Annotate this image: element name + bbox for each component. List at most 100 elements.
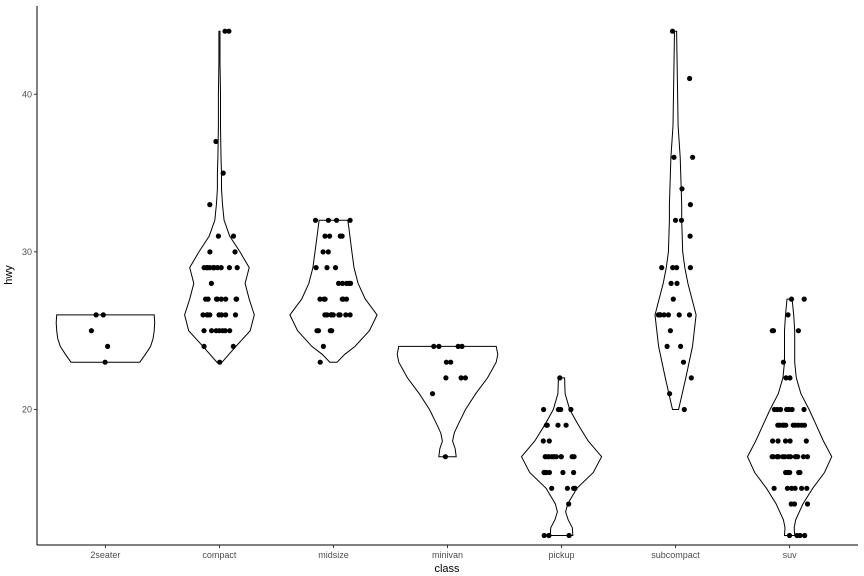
data-point-subcompact (678, 217, 685, 223)
data-point-midsize (344, 280, 350, 286)
data-point-subcompact (659, 265, 665, 271)
data-point-minivan (442, 454, 448, 460)
data-point-midsize (343, 312, 349, 318)
data-point-subcompact (679, 186, 685, 192)
data-point-suv (780, 454, 786, 460)
data-point-midsize (312, 217, 319, 223)
data-point-suv (769, 454, 775, 460)
data-point-subcompact (667, 328, 674, 334)
data-point-pickup (566, 501, 572, 507)
data-point-suv (783, 375, 789, 381)
data-point-compact (232, 312, 239, 318)
data-point-compact (201, 328, 207, 334)
data-point-minivan (443, 375, 449, 381)
data-point-midsize (324, 265, 330, 271)
data-point-minivan (436, 343, 442, 349)
data-point-midsize (347, 312, 353, 318)
data-point-pickup (545, 454, 551, 460)
data-point-subcompact (674, 265, 680, 271)
data-point-midsize (322, 312, 328, 318)
data-point-suv (804, 501, 811, 507)
data-point-compact (201, 265, 207, 271)
data-point-subcompact (688, 375, 694, 381)
data-point-suv (780, 359, 787, 365)
data-point-compact (222, 28, 228, 34)
data-point-compact (234, 265, 240, 271)
data-point-midsize (336, 280, 342, 286)
data-point-subcompact (664, 343, 670, 349)
data-point-midsize (322, 296, 328, 302)
data-point-subcompact (661, 312, 667, 318)
data-point-pickup (560, 469, 566, 476)
data-point-pickup (568, 406, 574, 413)
x-tick-label-compact: compact (202, 550, 237, 560)
data-point-midsize (347, 217, 353, 223)
jitter-points-layer (88, 28, 811, 539)
data-point-subcompact (687, 233, 693, 239)
data-point-compact (232, 249, 238, 255)
data-point-compact (207, 202, 213, 208)
data-point-suv (770, 328, 777, 334)
data-point-subcompact (687, 75, 693, 82)
data-point-compact (216, 312, 222, 318)
data-point-pickup (569, 454, 575, 460)
data-point-midsize (317, 296, 323, 302)
data-point-midsize (332, 265, 339, 271)
data-point-suv (788, 296, 795, 302)
data-point-minivan (458, 375, 464, 381)
data-point-compact (205, 312, 211, 318)
data-point-pickup (566, 532, 572, 539)
data-point-compact (208, 280, 214, 286)
data-point-subcompact (671, 154, 677, 160)
data-point-midsize (325, 217, 331, 223)
data-point-midsize (343, 296, 350, 302)
data-point-subcompact (681, 406, 687, 413)
data-point-subcompact (690, 154, 696, 160)
data-point-pickup (541, 406, 547, 413)
data-point-compact (209, 328, 215, 334)
data-point-compact (218, 265, 224, 271)
violin-layer (55, 30, 833, 536)
data-point-pickup (546, 532, 552, 539)
data-point-compact (205, 296, 211, 302)
data-point-subcompact (667, 391, 673, 397)
data-point-suv (803, 438, 809, 444)
data-point-compact (217, 359, 223, 365)
data-point-compact (223, 296, 229, 302)
data-point-compact (201, 343, 207, 349)
data-point-pickup (557, 375, 563, 381)
data-point-compact (230, 233, 237, 239)
data-point-compact (218, 296, 224, 302)
data-point-minivan (429, 391, 436, 397)
x-axis-ticks: 2seater compact midsize minivan pickup subcom… (90, 545, 797, 560)
data-point-suv (784, 469, 791, 476)
data-point-2seater (100, 312, 106, 318)
data-point-minivan (443, 359, 449, 365)
data-point-suv (771, 485, 777, 491)
data-point-2seater (105, 343, 111, 349)
data-point-suv (800, 454, 807, 460)
data-point-subcompact (670, 296, 676, 302)
x-tick-label-suv: suv (783, 550, 798, 560)
data-point-compact (230, 343, 236, 349)
data-point-suv (786, 532, 793, 539)
data-point-midsize (334, 217, 340, 223)
data-point-subcompact (687, 265, 694, 271)
data-point-compact (220, 170, 226, 176)
x-tick-label-pickup: pickup (549, 550, 575, 560)
data-point-suv (799, 485, 805, 491)
data-point-compact (215, 233, 221, 239)
data-point-suv (801, 406, 807, 413)
data-point-midsize (327, 233, 333, 239)
violin-suv (746, 298, 833, 536)
data-point-subcompact (674, 280, 680, 286)
data-point-compact (207, 249, 213, 255)
data-point-2seater (88, 328, 94, 334)
data-point-minivan (462, 375, 468, 381)
data-point-pickup (544, 422, 550, 428)
data-point-compact (227, 328, 233, 334)
data-point-midsize (325, 249, 331, 255)
data-point-pickup (555, 406, 562, 413)
data-point-compact (226, 28, 232, 34)
data-point-suv (770, 438, 776, 444)
